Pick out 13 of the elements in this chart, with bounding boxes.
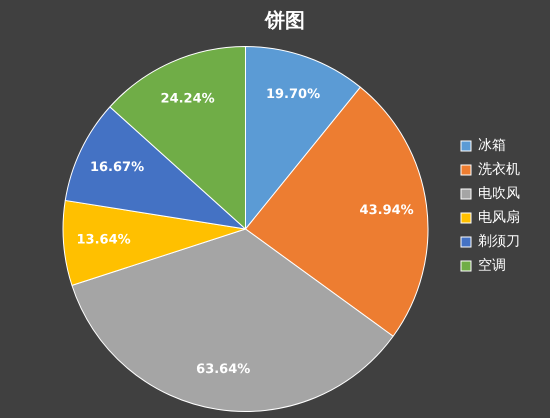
data-label: 24.24% (160, 91, 215, 106)
legend-label: 冰箱 (478, 138, 506, 154)
data-label: 16.67% (90, 160, 144, 176)
data-label: 43.94% (360, 202, 414, 218)
data-label: 63.64% (196, 362, 250, 377)
legend-label: 剃须刀 (478, 234, 520, 250)
legend-label: 电风扇 (478, 210, 520, 226)
legend-label: 电吹风 (478, 186, 520, 202)
data-label: 19.70% (266, 87, 320, 102)
chart-title: 饼图 (264, 8, 305, 32)
legend-label: 洗衣机 (478, 162, 520, 178)
data-label: 13.64% (76, 232, 131, 248)
legend-label: 空调 (478, 258, 506, 274)
